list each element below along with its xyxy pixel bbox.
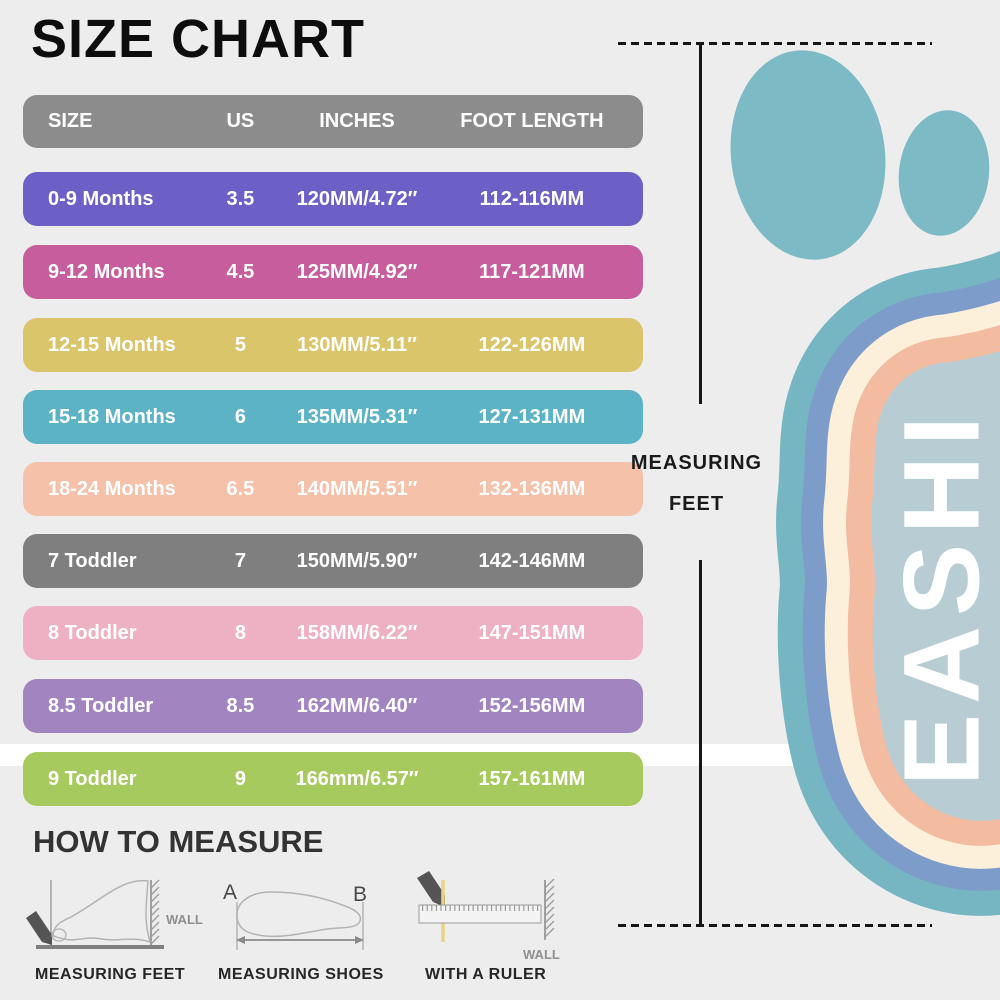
cell-us: 6.5 <box>226 477 255 500</box>
cell-foot-length: 127-131MM <box>478 405 586 428</box>
vertical-measure-line-lower <box>699 560 702 925</box>
foot-profile-sketch <box>52 879 152 944</box>
table-row: 15-18 Months 6 135MM/5.31″ 127-131MM <box>23 390 643 444</box>
wall-label: WALL <box>523 947 560 962</box>
cell-foot-length: 152-156MM <box>478 694 586 717</box>
pencil-tip-icon <box>42 935 52 945</box>
header-inches: INCHES <box>319 110 395 132</box>
point-b-label: B <box>353 883 367 906</box>
header-us: US <box>226 110 255 132</box>
cell-us: 9 <box>234 767 246 790</box>
cell-us: 7 <box>234 549 246 572</box>
cell-size: 9 Toddler <box>48 767 137 790</box>
cell-inches: 140MM/5.51″ <box>296 477 418 500</box>
cell-us: 6 <box>234 405 246 428</box>
cell-size: 9-12 Months <box>48 260 165 283</box>
cell-inches: 150MM/5.90″ <box>296 549 418 572</box>
cell-us: 8.5 <box>226 694 255 717</box>
cell-inches: 158MM/6.22″ <box>296 621 418 644</box>
cell-inches: 125MM/4.92″ <box>296 260 418 283</box>
vertical-measure-line-upper <box>699 44 702 404</box>
cell-foot-length: 112-116MM <box>479 187 585 210</box>
wall-label: WALL <box>166 912 203 927</box>
pencil-icon <box>26 911 52 942</box>
table-row: 9 Toddler 9 166mm/6.57″ 157-161MM <box>23 752 643 806</box>
brand-text: EASHI <box>881 406 1000 786</box>
cell-inches: 135MM/5.31″ <box>296 405 418 428</box>
cell-size: 0-9 Months <box>48 187 154 210</box>
header-foot-length: FOOT LENGTH <box>460 110 604 132</box>
cell-inches: 120MM/4.72″ <box>296 187 418 210</box>
header-size: SIZE <box>48 110 93 132</box>
cell-size: 18-24 Months <box>48 477 176 500</box>
wall-hatch-icon <box>150 879 160 945</box>
measuring-shoes-diagram: A B <box>223 881 367 950</box>
table-row: 18-24 Months 6.5 140MM/5.51″ 132-136MM <box>23 462 643 516</box>
caption-measuring-shoes: MEASURING SHOES <box>218 966 384 983</box>
table-row: 12-15 Months 5 130MM/5.11″ 122-126MM <box>23 318 643 372</box>
pencil-icon <box>417 871 445 902</box>
dashed-line-top <box>618 42 932 45</box>
cell-inches: 162MM/6.40″ <box>296 694 418 717</box>
wall-hatch-icon <box>544 878 555 938</box>
shoe-sole-sketch <box>236 891 362 938</box>
measuring-feet-diagram: WALL <box>26 879 203 949</box>
measuring-feet-line2: FEET <box>668 493 725 515</box>
measuring-feet-line1: MEASURING <box>630 452 763 474</box>
with-a-ruler-diagram: WALL <box>417 871 560 962</box>
small-toe <box>898 110 990 236</box>
table-row: 8.5 Toddler 8.5 162MM/6.40″ 152-156MM <box>23 679 643 733</box>
cell-foot-length: 147-151MM <box>478 621 586 644</box>
cell-foot-length: 157-161MM <box>478 767 586 790</box>
cell-foot-length: 142-146MM <box>478 549 586 572</box>
arrow-right-icon <box>355 936 364 944</box>
big-toe <box>730 50 886 260</box>
page-title: SIZE CHART <box>31 9 365 69</box>
big-toe-sketch <box>51 928 67 942</box>
table-row: 0-9 Months 3.5 120MM/4.72″ 112-116MM <box>23 172 643 226</box>
table-header-row: SIZE US INCHES FOOT LENGTH <box>23 95 643 148</box>
cell-us: 5 <box>234 333 246 356</box>
arrow-left-icon <box>236 936 245 944</box>
cell-size: 8.5 Toddler <box>48 694 154 717</box>
cell-size: 12-15 Months <box>48 333 176 356</box>
cell-foot-length: 122-126MM <box>478 333 586 356</box>
cell-us: 3.5 <box>226 187 255 210</box>
cell-inches: 166mm/6.57″ <box>295 767 419 790</box>
cell-size: 15-18 Months <box>48 405 176 428</box>
table-row: 7 Toddler 7 150MM/5.90″ 142-146MM <box>23 534 643 588</box>
dashed-line-bottom <box>618 924 932 927</box>
table-row: 8 Toddler 8 158MM/6.22″ 147-151MM <box>23 606 643 660</box>
cell-foot-length: 117-121MM <box>479 260 585 283</box>
cell-us: 4.5 <box>226 260 255 283</box>
measuring-feet-label: MEASURING FEET <box>614 452 779 516</box>
table-row: 9-12 Months 4.5 125MM/4.92″ 117-121MM <box>23 245 643 299</box>
caption-measuring-feet: MEASURING FEET <box>35 966 186 983</box>
caption-with-a-ruler: WITH A RULER <box>425 966 547 983</box>
cell-size: 7 Toddler <box>48 549 137 572</box>
cell-foot-length: 132-136MM <box>478 477 586 500</box>
foot-illustration: EASHI <box>730 50 1000 1000</box>
ruler-icon <box>418 904 542 924</box>
cell-us: 8 <box>234 621 246 644</box>
how-to-measure-title: HOW TO MEASURE <box>33 824 324 859</box>
point-a-label: A <box>223 881 237 904</box>
cell-size: 8 Toddler <box>48 621 137 644</box>
cell-inches: 130MM/5.11″ <box>297 333 417 356</box>
